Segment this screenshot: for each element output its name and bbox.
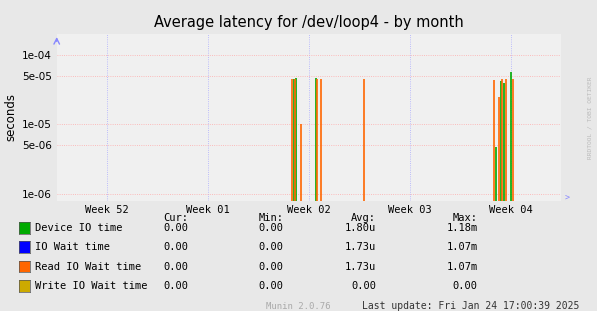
Text: Device IO time: Device IO time xyxy=(35,223,122,233)
Text: 0.00: 0.00 xyxy=(163,223,188,233)
Text: 0.00: 0.00 xyxy=(259,223,284,233)
Text: 1.80u: 1.80u xyxy=(345,223,376,233)
Text: >: > xyxy=(564,194,569,203)
Text: 1.73u: 1.73u xyxy=(345,262,376,272)
Text: Last update: Fri Jan 24 17:00:39 2025: Last update: Fri Jan 24 17:00:39 2025 xyxy=(362,301,579,311)
Text: Min:: Min: xyxy=(259,213,284,223)
Text: Max:: Max: xyxy=(453,213,478,223)
Text: 1.07m: 1.07m xyxy=(447,242,478,252)
Text: Cur:: Cur: xyxy=(163,213,188,223)
Text: Read IO Wait time: Read IO Wait time xyxy=(35,262,141,272)
Text: Avg:: Avg: xyxy=(351,213,376,223)
Text: 0.00: 0.00 xyxy=(259,262,284,272)
Text: IO Wait time: IO Wait time xyxy=(35,242,110,252)
Text: Munin 2.0.76: Munin 2.0.76 xyxy=(266,301,331,310)
Text: 0.00: 0.00 xyxy=(351,281,376,291)
Text: 1.73u: 1.73u xyxy=(345,242,376,252)
Text: 0.00: 0.00 xyxy=(259,242,284,252)
Text: 0.00: 0.00 xyxy=(163,262,188,272)
Y-axis label: seconds: seconds xyxy=(5,93,18,142)
Text: RRDTOOL / TOBI OETIKER: RRDTOOL / TOBI OETIKER xyxy=(587,77,592,160)
Text: 1.07m: 1.07m xyxy=(447,262,478,272)
Text: 0.00: 0.00 xyxy=(259,281,284,291)
Text: Write IO Wait time: Write IO Wait time xyxy=(35,281,147,291)
Text: 0.00: 0.00 xyxy=(163,281,188,291)
Title: Average latency for /dev/loop4 - by month: Average latency for /dev/loop4 - by mont… xyxy=(154,15,464,30)
Text: 0.00: 0.00 xyxy=(163,242,188,252)
Text: 1.18m: 1.18m xyxy=(447,223,478,233)
Text: 0.00: 0.00 xyxy=(453,281,478,291)
